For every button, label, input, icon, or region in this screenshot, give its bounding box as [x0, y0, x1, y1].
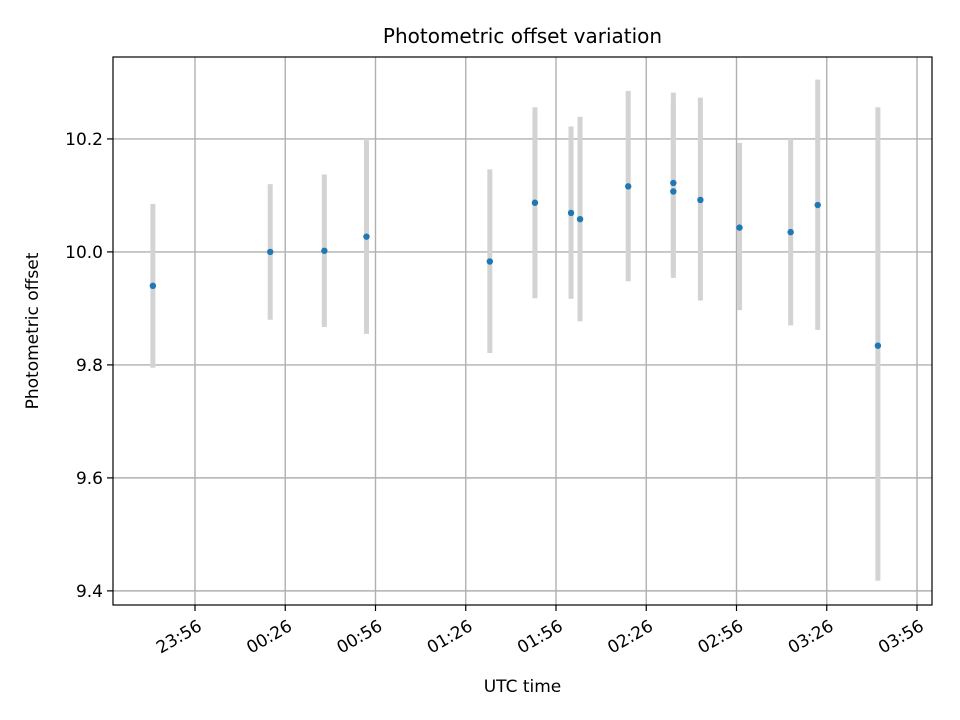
y-tick-label: 9.4 [76, 582, 103, 602]
data-point [625, 183, 632, 190]
data-point [697, 196, 704, 204]
grid [113, 57, 932, 605]
data-point [736, 224, 743, 231]
data-point [363, 233, 370, 240]
y-tick-label: 9.6 [76, 469, 103, 489]
data-point [576, 215, 584, 223]
y-axis-ticks: 9.4 9.6 9.8 10.0 10.2 [65, 130, 113, 602]
data-point [787, 228, 794, 236]
data-point [670, 188, 677, 195]
y-tick-label: 9.8 [76, 356, 103, 376]
data-point [531, 199, 539, 206]
data-point [874, 342, 882, 349]
data-point [321, 247, 328, 254]
data-point [486, 258, 494, 265]
y-axis-label: Photometric offset [23, 252, 43, 409]
data-points [149, 179, 882, 349]
y-tick-label: 10.2 [65, 130, 103, 150]
data-point [149, 282, 157, 290]
data-point [567, 209, 575, 217]
data-point [267, 248, 274, 256]
data-point [814, 201, 821, 209]
y-tick-label: 10.0 [65, 243, 103, 263]
chart-title: Photometric offset variation [383, 24, 662, 48]
plot-frame [112, 56, 933, 606]
data-point [670, 179, 677, 187]
x-axis-label: UTC time [484, 677, 562, 697]
